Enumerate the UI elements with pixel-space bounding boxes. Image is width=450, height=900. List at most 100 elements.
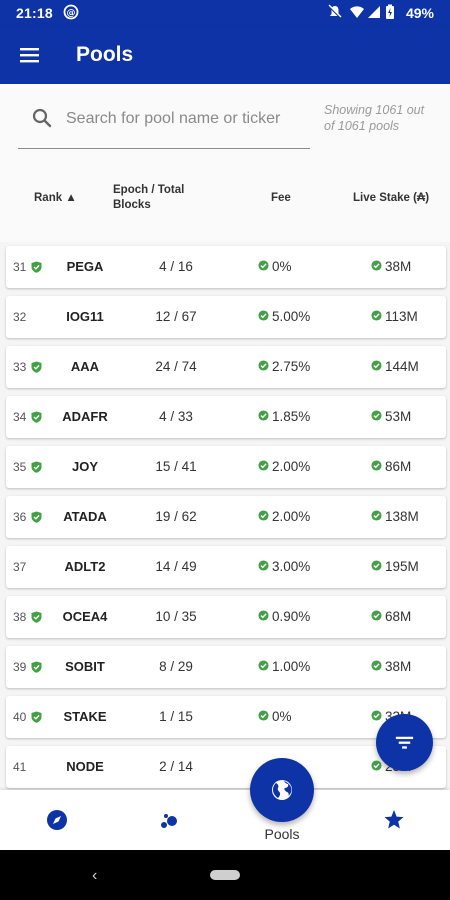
stake-ok-icon [371,359,382,374]
pool-row[interactable]: 32 IOG11 12 / 67 5.00% 113M [6,296,446,338]
pool-live-stake: 38M [371,659,411,674]
system-navigation-bar: ‹ [0,850,450,900]
pool-epoch-blocks: 24 / 74 [155,359,197,374]
pool-row[interactable]: 31 PEGA 4 / 16 0% 38M [6,246,446,288]
pool-row[interactable]: 34 ADAFR 4 / 33 1.85% 53M [6,396,446,438]
page-title: Pools [76,43,134,66]
pool-fee: 2.00% [258,509,310,524]
verified-shield-icon [31,261,42,273]
pool-ticker: AAA [70,359,100,374]
battery-icon [386,4,394,19]
app-bar: Pools [0,26,450,84]
pool-epoch-blocks: 14 / 49 [155,559,197,574]
pool-ticker: NODE [66,759,104,774]
compass-icon[interactable] [45,808,69,832]
verified-shield-icon [31,411,42,423]
fee-ok-icon [258,659,269,674]
search-icon [32,108,52,128]
pool-stake-value: 68M [385,609,412,624]
pool-stake-value: 195M [385,559,419,574]
nav-pools-label: Pools [264,826,300,842]
pool-row[interactable]: 37 ADLT2 14 / 49 3.00% 195M [6,546,446,588]
pool-live-stake: 38M [371,259,411,274]
search-input[interactable] [66,106,306,132]
pool-ticker: PEGA [66,259,104,274]
stake-ok-icon [371,459,382,474]
back-icon[interactable]: ‹ [92,867,98,884]
fee-ok-icon [258,709,269,724]
pool-stake-value: 53M [385,409,412,424]
stake-ok-icon [371,759,382,774]
pool-fee-value: 5.00% [272,309,311,324]
stake-ok-icon [371,409,382,424]
pool-rank: 34 [13,410,27,424]
pool-live-stake: 68M [371,609,411,624]
pool-fee: 0% [258,259,292,274]
star-icon[interactable] [382,808,406,832]
pool-epoch-blocks: 15 / 41 [155,459,197,474]
pool-epoch-blocks: 2 / 14 [159,759,193,774]
pool-rank: 32 [13,310,27,324]
svg-text:@: @ [67,9,76,19]
pool-live-stake: 113M [371,309,418,324]
pool-stake-value: 138M [385,509,419,524]
results-count: Showing 1061 out of 1061 pools [324,103,425,133]
filter-button[interactable] [376,714,433,771]
verified-shield-icon [31,611,42,623]
fee-ok-icon [258,559,269,574]
column-fee[interactable]: Fee [271,192,291,204]
pool-rank: 41 [13,760,27,774]
table-header: Rank ▲ Epoch / Total Blocks Fee Live Sta… [0,156,450,242]
battery-percent: 49% [405,5,434,21]
search-underline [18,148,310,149]
column-epoch-blocks[interactable]: Epoch / Total Blocks [113,184,185,211]
pool-fee: 1.00% [258,659,310,674]
pool-row[interactable]: 35 JOY 15 / 41 2.00% 86M [6,446,446,488]
pool-fee: 5.00% [258,309,310,324]
pool-fee-value: 0.90% [272,609,311,624]
pool-rank: 40 [13,710,27,724]
pool-row[interactable]: 38 OCEA4 10 / 35 0.90% 68M [6,596,446,638]
filter-icon [395,736,414,749]
fee-ok-icon [258,259,269,274]
pool-ticker: STAKE [63,709,107,724]
signal-icon [368,6,380,18]
pool-fee-value: 1.00% [272,659,311,674]
stake-ok-icon [371,309,382,324]
pool-epoch-blocks: 4 / 16 [159,259,193,274]
verified-shield-icon [31,361,42,373]
pool-live-stake: 53M [371,409,411,424]
pool-epoch-blocks: 12 / 67 [155,309,197,324]
pool-live-stake: 138M [371,509,419,524]
pool-row[interactable]: 33 AAA 24 / 74 2.75% 144M [6,346,446,388]
notifications-off-icon [328,4,342,19]
pool-rank: 33 [13,360,27,374]
pool-ticker: SOBIT [65,659,105,674]
pool-rank: 35 [13,460,27,474]
pool-stake-value: 144M [385,359,419,374]
pool-epoch-blocks: 10 / 35 [155,609,197,624]
column-rank[interactable]: Rank ▲ [34,192,77,204]
pool-row[interactable]: 36 ATADA 19 / 62 2.00% 138M [6,496,446,538]
globe-icon [272,780,292,800]
stake-ok-icon [371,509,382,524]
pool-row[interactable]: 39 SOBIT 8 / 29 1.00% 38M [6,646,446,688]
bubbles-icon[interactable] [157,808,181,832]
nav-pools-button[interactable] [250,758,314,822]
verified-shield-icon [31,661,42,673]
pool-rank: 31 [13,260,27,274]
pool-fee-value: 1.85% [272,409,311,424]
fee-ok-icon [258,409,269,424]
home-pill[interactable] [210,870,240,880]
column-live-stake[interactable]: Live Stake (₳) [353,192,430,204]
status-bar: 21:18 @ 49% [0,0,450,26]
pool-rank: 37 [13,560,27,574]
pool-rank: 36 [13,510,27,524]
pool-epoch-blocks: 19 / 62 [155,509,197,524]
pool-epoch-blocks: 4 / 33 [159,409,193,424]
pool-rank: 39 [13,660,27,674]
pool-fee: 3.00% [258,559,310,574]
hamburger-icon[interactable] [18,43,42,67]
